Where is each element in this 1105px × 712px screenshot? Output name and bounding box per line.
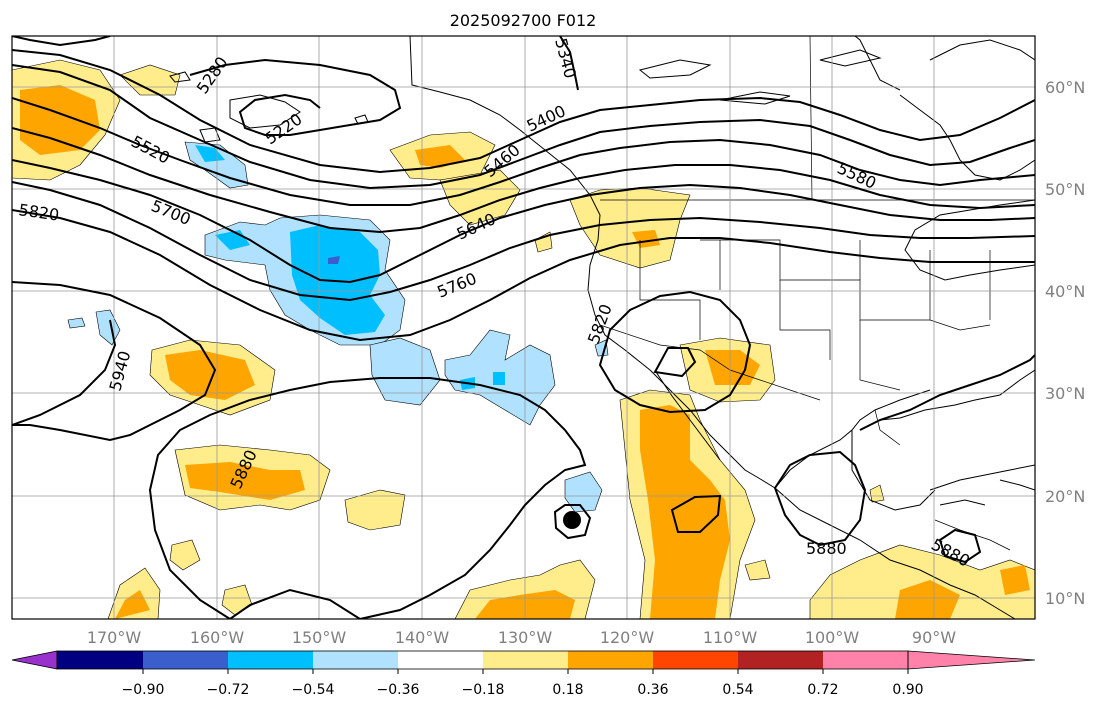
- storm-marker: [563, 511, 581, 529]
- colorbar-tick-label: 0.90: [892, 682, 923, 698]
- height-contours: [12, 36, 1035, 619]
- lat-label: 30°N: [1045, 384, 1085, 403]
- colorbar-tick-label: −0.18: [462, 682, 505, 698]
- lon-label: 150°W: [292, 628, 347, 647]
- longitude-labels: 170°W 160°W 150°W 140°W 130°W 120°W 110°…: [87, 628, 956, 647]
- contour-label-5880-gulf: 5880: [806, 539, 847, 558]
- colorbar-segment: [483, 651, 568, 669]
- graticule: [12, 36, 1035, 619]
- lon-label: 90°W: [912, 628, 956, 647]
- lon-label: 120°W: [600, 628, 655, 647]
- positive-anomaly-orange: [20, 85, 1030, 619]
- colorbar-tick-labels: −0.90 −0.72 −0.54 −0.36 −0.18 0.18 0.36 …: [122, 682, 924, 698]
- latitude-labels: 60°N 50°N 40°N 30°N 20°N 10°N: [1045, 78, 1085, 608]
- lat-label: 50°N: [1045, 180, 1085, 199]
- lon-label: 170°W: [87, 628, 142, 647]
- colorbar-tick-label: 0.72: [807, 682, 838, 698]
- colorbar-segment: [228, 651, 313, 669]
- colorbar-segment: [398, 651, 483, 669]
- colorbar-segment: [57, 651, 143, 669]
- colorbar: −0.90 −0.72 −0.54 −0.36 −0.18 0.18 0.36 …: [11, 650, 1036, 698]
- lon-label: 140°W: [395, 628, 450, 647]
- colorbar-tick-label: 0.36: [637, 682, 668, 698]
- colorbar-segment: [653, 651, 738, 669]
- lat-label: 10°N: [1045, 589, 1085, 608]
- colorbar-segment: [143, 651, 228, 669]
- lat-label: 60°N: [1045, 78, 1085, 97]
- colorbar-tick-label: 0.18: [552, 682, 583, 698]
- lon-label: 160°W: [190, 628, 245, 647]
- colorbar-tick-label: −0.36: [377, 682, 420, 698]
- lon-label: 110°W: [703, 628, 758, 647]
- negative-anomaly-dark: [328, 256, 340, 264]
- colorbar-ticks: [142, 669, 909, 674]
- colorbar-segment: [313, 651, 398, 669]
- colorbar-extend-high: [907, 650, 1036, 670]
- map-area: 5280 5220 5520 5820 5700 5400 5460 5640 …: [12, 36, 1035, 619]
- lat-label: 40°N: [1045, 282, 1085, 301]
- colorbar-segment: [738, 651, 823, 669]
- colorbar-extend-low: [11, 650, 58, 670]
- lon-label: 130°W: [498, 628, 553, 647]
- colorbar-segment: [568, 651, 653, 669]
- colorbar-tick-label: −0.90: [122, 682, 165, 698]
- map-title: 2025092700 F012: [450, 11, 597, 30]
- coastlines: [169, 36, 1035, 619]
- map-frame: [11, 35, 1036, 620]
- lat-label: 20°N: [1045, 487, 1085, 506]
- colorbar-segment: [823, 651, 908, 669]
- colorbar-tick-label: −0.54: [292, 682, 335, 698]
- colorbar-tick-label: 0.54: [722, 682, 753, 698]
- colorbar-tick-label: −0.72: [207, 682, 250, 698]
- negative-anomaly-blue: [195, 145, 505, 390]
- lon-label: 100°W: [805, 628, 860, 647]
